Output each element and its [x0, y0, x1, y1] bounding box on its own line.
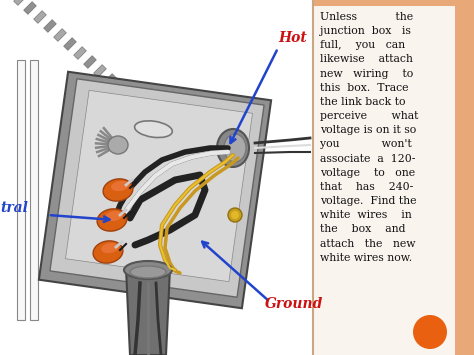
Ellipse shape: [101, 243, 119, 253]
Ellipse shape: [111, 181, 129, 191]
Polygon shape: [54, 29, 66, 42]
Ellipse shape: [135, 121, 172, 137]
Ellipse shape: [105, 211, 123, 221]
Text: Hot: Hot: [278, 31, 307, 45]
Ellipse shape: [97, 209, 127, 231]
Circle shape: [228, 208, 242, 222]
Polygon shape: [39, 72, 271, 308]
Circle shape: [413, 315, 447, 349]
FancyBboxPatch shape: [313, 0, 474, 355]
Text: Ground: Ground: [265, 297, 323, 311]
FancyBboxPatch shape: [313, 0, 474, 6]
Ellipse shape: [217, 129, 249, 167]
FancyBboxPatch shape: [0, 0, 313, 355]
Ellipse shape: [108, 136, 128, 154]
Ellipse shape: [130, 266, 166, 278]
Polygon shape: [65, 90, 253, 282]
Ellipse shape: [124, 261, 172, 279]
Polygon shape: [64, 38, 76, 50]
Polygon shape: [34, 11, 46, 23]
Polygon shape: [50, 79, 264, 297]
Polygon shape: [14, 0, 27, 5]
Polygon shape: [24, 2, 36, 14]
Polygon shape: [104, 73, 116, 86]
Polygon shape: [126, 268, 170, 355]
Ellipse shape: [103, 179, 133, 201]
Polygon shape: [94, 65, 106, 77]
FancyBboxPatch shape: [455, 0, 474, 355]
Polygon shape: [83, 56, 96, 69]
Ellipse shape: [224, 134, 246, 162]
Polygon shape: [73, 47, 86, 59]
Text: tral: tral: [0, 201, 28, 215]
Ellipse shape: [93, 241, 123, 263]
Circle shape: [231, 211, 239, 219]
Polygon shape: [44, 20, 56, 32]
Polygon shape: [17, 60, 25, 320]
Polygon shape: [30, 60, 38, 320]
Text: Unless           the
junction  box   is
full,    you   can
likewise    attach
ne: Unless the junction box is full, you can…: [320, 12, 419, 263]
